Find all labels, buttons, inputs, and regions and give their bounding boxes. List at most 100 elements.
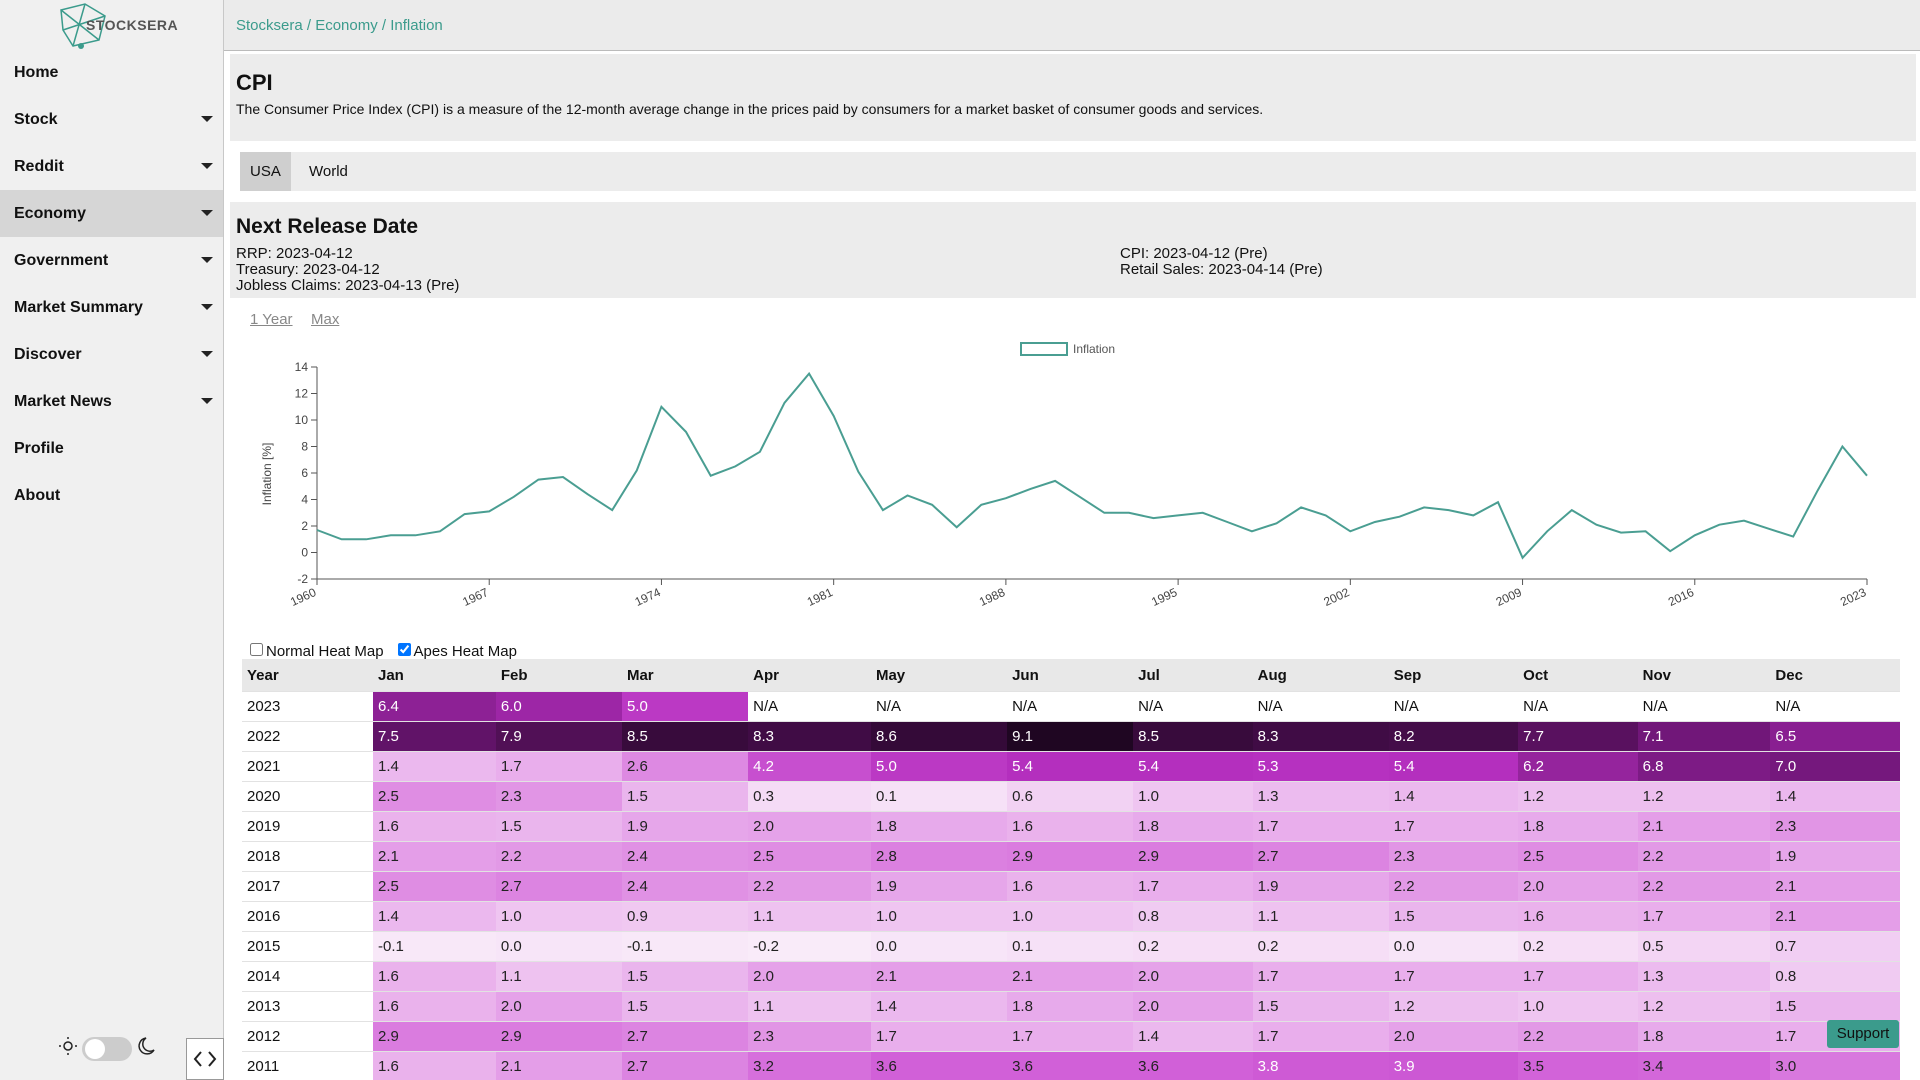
dropdown-caret	[201, 116, 213, 122]
table-row: 2021 1.4 1.7 2.6 4.2 5.0 5.4 5.4 5.3 5.4 6.2 6.8 7.0	[242, 751, 1900, 782]
y-tick-label: 0	[301, 546, 308, 560]
breadcrumb[interactable]: Stocksera / Economy / Inflation	[236, 17, 443, 34]
heat-cell: 1.0	[1007, 901, 1134, 932]
heat-cell: 7.7	[1518, 721, 1638, 752]
tab-bar: USA World	[240, 152, 1916, 191]
heat-cell: 1.8	[870, 811, 1008, 842]
nav-item[interactable]: Profile	[0, 425, 223, 472]
heat-cell: 0.2	[1133, 931, 1253, 962]
year-cell: 2015	[242, 931, 373, 962]
y-tick-label: 14	[295, 360, 309, 374]
nav-item[interactable]: Stock	[0, 96, 223, 143]
page-title: CPI	[236, 70, 273, 95]
heat-cell: 0.9	[621, 901, 749, 932]
heat-cell: 1.5	[621, 961, 749, 992]
release-item: Jobless Claims: 2023-04-13 (Pre)	[236, 277, 460, 294]
dropdown-caret	[201, 257, 213, 263]
x-tick-label: 1967	[460, 585, 490, 609]
y-tick-label: 6	[301, 466, 308, 480]
checkbox[interactable]	[397, 643, 411, 656]
column-header: Nov	[1637, 659, 1771, 692]
x-tick-label: 1960	[288, 585, 318, 609]
nav-label: Discover	[14, 346, 82, 363]
tab[interactable]: USA	[240, 152, 291, 191]
range-button[interactable]: Max	[311, 311, 340, 328]
heatmap-option[interactable]: Apes Heat Map	[394, 643, 517, 660]
heat-cell: 1.0	[1133, 781, 1253, 812]
heat-cell: 1.9	[1252, 871, 1389, 902]
code-toggle[interactable]	[186, 1038, 224, 1080]
nav-item[interactable]: Reddit	[0, 143, 223, 190]
heat-cell: 1.4	[1388, 781, 1519, 812]
nav-item[interactable]: About	[0, 472, 223, 519]
heat-cell: 1.7	[1007, 1021, 1134, 1052]
table-row: 2022 7.5 7.9 8.5 8.3 8.6 9.1 8.5 8.3 8.2 7.7 7.1 6.5	[242, 721, 1900, 752]
year-cell: 2011	[242, 1051, 373, 1080]
heat-cell: 1.5	[621, 781, 749, 812]
heat-cell: 6.5	[1770, 721, 1900, 752]
sidebar: STOCKSERA Home Stock Reddit Economy Governme…	[0, 0, 224, 1080]
heat-cell: 5.4	[1133, 751, 1253, 782]
heat-cell: 1.7	[1388, 961, 1519, 992]
heat-cell: 2.2	[1518, 1021, 1638, 1052]
heat-cell: N/A	[1770, 691, 1900, 722]
nav-item[interactable]: Market News	[0, 378, 223, 425]
column-header: Sep	[1388, 659, 1519, 692]
year-cell: 2013	[242, 991, 373, 1022]
heat-cell: 0.2	[1252, 931, 1389, 962]
heat-cell: 1.7	[1252, 1021, 1389, 1052]
support-button[interactable]: Support	[1827, 1020, 1899, 1048]
heatmap-table: Year Jan Feb Mar Apr May Jun Jul Aug Sep Oct Nov Dec…	[242, 659, 1900, 1080]
heat-cell: 1.9	[1770, 841, 1900, 872]
heat-cell: 2.1	[1637, 811, 1771, 842]
dropdown-caret	[201, 163, 213, 169]
heat-cell: 6.4	[373, 691, 496, 722]
top-bar: Stocksera / Economy / Inflation	[224, 0, 1920, 51]
tab[interactable]: World	[309, 163, 348, 180]
y-axis-label: Inflation [%]	[260, 443, 274, 506]
heat-cell: 6.0	[495, 691, 622, 722]
nav-item[interactable]: Economy	[0, 190, 223, 237]
heat-cell: 2.1	[1770, 901, 1900, 932]
x-tick-label: 2009	[1494, 585, 1524, 609]
heat-cell: 8.5	[1133, 721, 1253, 752]
y-tick-label: 10	[295, 413, 309, 427]
header-section: CPI The Consumer Price Index (CPI) is a …	[230, 54, 1916, 141]
heat-cell: 2.2	[495, 841, 622, 872]
nav-item[interactable]: Home	[0, 49, 223, 96]
data-line	[316, 371, 1868, 560]
heat-cell: 7.9	[495, 721, 622, 752]
heat-cell: 3.6	[1007, 1051, 1134, 1080]
dropdown-caret	[201, 210, 213, 216]
heat-cell: 1.5	[621, 991, 749, 1022]
heat-cell: 5.4	[1388, 751, 1519, 782]
nav-item[interactable]: Market Summary	[0, 284, 223, 331]
heat-cell: 1.8	[1518, 811, 1638, 842]
heat-cell: 8.5	[621, 721, 749, 752]
heat-cell: 1.6	[1007, 811, 1134, 842]
year-cell: 2021	[242, 751, 373, 782]
year-cell: 2022	[242, 721, 373, 752]
nav-label: Stock	[14, 111, 58, 128]
heat-cell: -0.1	[621, 931, 749, 962]
heat-cell: 1.8	[1637, 1021, 1771, 1052]
x-tick-label: 2016	[1666, 585, 1696, 609]
heat-cell: 2.4	[621, 871, 749, 902]
x-tick-label: 1981	[805, 585, 835, 609]
heat-cell: 0.0	[495, 931, 622, 962]
heat-cell: 1.1	[748, 991, 871, 1022]
heat-cell: 1.7	[1252, 811, 1389, 842]
nav-item[interactable]: Government	[0, 237, 223, 284]
checkbox[interactable]	[250, 643, 263, 656]
range-button[interactable]: 1 Year	[250, 311, 293, 328]
nav-label: About	[14, 487, 61, 504]
heat-cell: 0.8	[1133, 901, 1253, 932]
heat-cell: 0.7	[1770, 931, 1900, 962]
table-row: 2018 2.1 2.2 2.4 2.5 2.8 2.9 2.9 2.7 2.3 2.5 2.2 1.9	[242, 841, 1900, 872]
heatmap-option[interactable]: Normal Heat Map	[246, 643, 384, 660]
heat-cell: 2.9	[1007, 841, 1134, 872]
nav-item[interactable]: Discover	[0, 331, 223, 378]
theme-toggle[interactable]	[58, 1032, 158, 1062]
year-cell: 2017	[242, 871, 373, 902]
